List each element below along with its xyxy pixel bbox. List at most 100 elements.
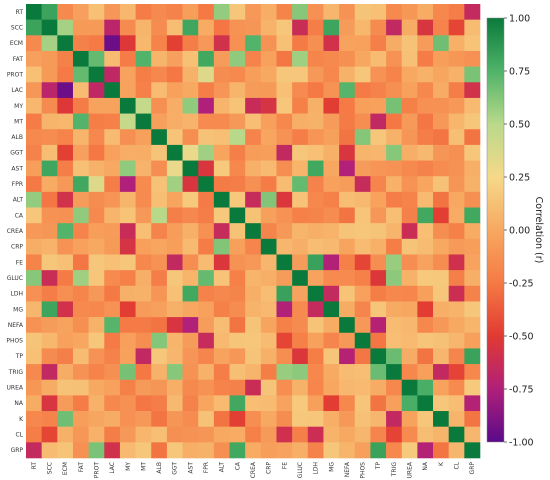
heatmap-cell [88,411,105,427]
heatmap-cell [323,35,340,52]
x-tick-label: NEFA [344,461,351,477]
heatmap-cell [276,4,293,20]
heatmap-cell [307,66,324,83]
heatmap-cell [245,50,262,67]
heatmap-cell [339,97,356,114]
heatmap-cell [417,4,434,20]
x-tick-label: CA [234,461,241,470]
heatmap-cell [88,285,105,302]
heatmap-cell [307,254,324,271]
heatmap-cell [182,19,199,36]
heatmap-cell [198,50,215,67]
heatmap-cell [339,176,356,193]
heatmap-cell [198,35,215,52]
heatmap-cell [370,238,387,255]
y-tick-label: UREA [7,385,24,392]
heatmap-cell [417,411,434,427]
heatmap-cell [417,207,434,224]
heatmap-cell [41,395,58,412]
heatmap-cell [276,301,293,318]
heatmap-cell [151,348,168,365]
heatmap-cell [401,160,418,177]
heatmap-cell [104,35,121,52]
heatmap-cell [433,35,449,52]
heatmap-cell [433,270,449,287]
heatmap-cell [88,348,105,365]
heatmap-cell [245,270,262,287]
heatmap-cell [57,207,74,224]
heatmap-cell [166,301,183,318]
heatmap-cell [276,82,293,99]
heatmap-cell [119,364,136,381]
heatmap-cell [276,317,293,334]
heatmap-cell [354,254,371,271]
y-tick-label: LDH [11,291,23,298]
heatmap-cell [307,301,324,318]
heatmap-cell [182,176,199,193]
heatmap-cell [135,97,152,114]
heatmap-cell [433,285,449,302]
heatmap-cell [57,50,74,67]
heatmap-cell [386,364,403,381]
heatmap-cell [245,35,262,52]
heatmap-cell [433,191,449,208]
heatmap-cell [307,207,324,224]
heatmap-cell [72,191,89,208]
heatmap-cell [135,50,152,67]
heatmap-cell [370,364,387,381]
heatmap-cell [433,66,449,83]
heatmap-cell [26,97,42,114]
heatmap-cell [354,348,371,365]
heatmap-cell [151,238,168,255]
heatmap-cell [370,395,387,412]
x-tick-label: PROT [93,462,100,479]
heatmap-cell [88,176,105,193]
heatmap-cell [151,254,168,271]
heatmap-cell [276,364,293,381]
heatmap-cell [401,348,418,365]
heatmap-cell [119,50,136,67]
heatmap-cell [260,50,277,67]
heatmap-cell [213,426,230,443]
heatmap-cell [229,19,246,36]
heatmap-cell [229,176,246,193]
heatmap-cell [119,301,136,318]
heatmap-cell [370,317,387,334]
heatmap-cell [260,332,277,349]
heatmap-cell [57,285,74,302]
heatmap-cell [57,191,74,208]
heatmap-cell [26,379,42,396]
heatmap-cell [354,285,371,302]
heatmap-cell [354,129,371,146]
heatmap-cell [104,50,121,67]
heatmap-cell [104,97,121,114]
heatmap-cell [292,254,309,271]
x-tick-label: CREA [250,461,257,478]
heatmap-cell [386,4,403,20]
y-tick-label: AST [11,165,23,172]
heatmap-cell [229,317,246,334]
heatmap-cell [26,144,42,161]
heatmap-cell [72,426,89,443]
heatmap-cell [198,411,215,427]
heatmap-cell [448,379,465,396]
heatmap-cell [339,411,356,427]
heatmap-cell [433,19,449,36]
heatmap-cell [88,207,105,224]
x-tick-label: UREA [407,461,414,478]
heatmap-cell [26,317,42,334]
heatmap-cell [276,379,293,396]
heatmap-cell [448,332,465,349]
heatmap-cell [323,426,340,443]
heatmap-cell [135,19,152,36]
y-tick-label: FE [16,259,23,266]
heatmap-cell [198,82,215,99]
heatmap-cell [198,223,215,240]
heatmap-cell [464,379,481,396]
heatmap-cell [182,223,199,240]
heatmap-cell [135,348,152,365]
heatmap-cell [72,4,89,20]
heatmap-cell [401,19,418,36]
heatmap-cell [260,426,277,443]
